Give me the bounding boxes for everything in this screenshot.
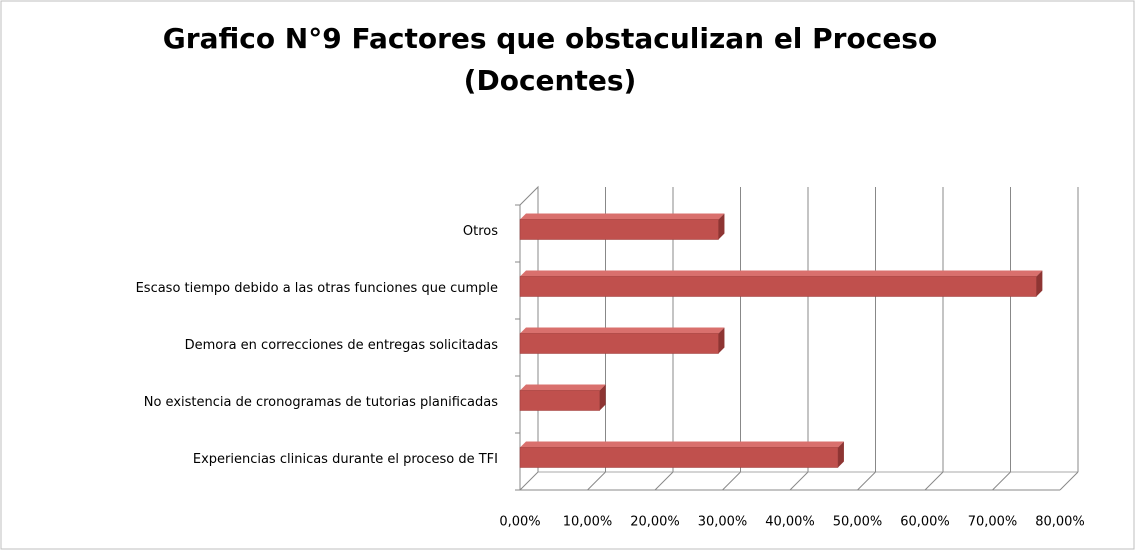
grid-line	[722, 471, 741, 491]
bar-side	[718, 327, 725, 354]
grid-line	[1059, 471, 1079, 491]
bar-side	[718, 213, 725, 240]
x-tick-label: 70,00%	[968, 515, 1018, 530]
bar	[519, 276, 1037, 297]
x-tick-label: 0,00%	[499, 515, 540, 530]
x-tick-label: 60,00%	[900, 515, 950, 530]
y-tick-label: No existencia de cronogramas de tutorias…	[144, 395, 498, 410]
x-tick-label: 10,00%	[563, 515, 613, 530]
bar-side	[1036, 270, 1043, 297]
grid-line	[992, 471, 1011, 491]
chart-title: Grafico N°9 Factores que obstaculizan el…	[163, 22, 937, 55]
bar-top	[520, 441, 844, 448]
y-tick-label: Experiencias clinicas durante el proceso…	[193, 452, 498, 467]
grid-line	[789, 471, 809, 491]
y-tick-label: Escaso tiempo debido a las otras funcion…	[136, 281, 498, 296]
bar-side	[599, 384, 606, 411]
bar-side	[837, 441, 844, 468]
bar-top	[520, 270, 1043, 277]
x-tick-label: 30,00%	[698, 515, 748, 530]
bar	[519, 333, 719, 354]
grid-line	[587, 471, 606, 491]
bar	[519, 447, 839, 468]
y-tick-label: Demora en correcciones de entregas solic…	[185, 338, 499, 353]
grid-line	[857, 471, 876, 491]
bar	[519, 219, 719, 240]
grid-line	[924, 471, 944, 491]
bar	[519, 390, 600, 411]
chart-title: (Docentes)	[464, 64, 637, 97]
y-tick-label: Otros	[463, 224, 498, 239]
grid-line	[519, 471, 539, 491]
x-tick-label: 80,00%	[1035, 515, 1085, 530]
bar-top	[520, 213, 725, 220]
bar-top	[520, 384, 606, 391]
x-tick-label: 20,00%	[630, 515, 680, 530]
x-tick-label: 50,00%	[833, 515, 883, 530]
grid-line	[654, 471, 674, 491]
bar-top	[520, 327, 725, 334]
x-tick-label: 40,00%	[765, 515, 815, 530]
